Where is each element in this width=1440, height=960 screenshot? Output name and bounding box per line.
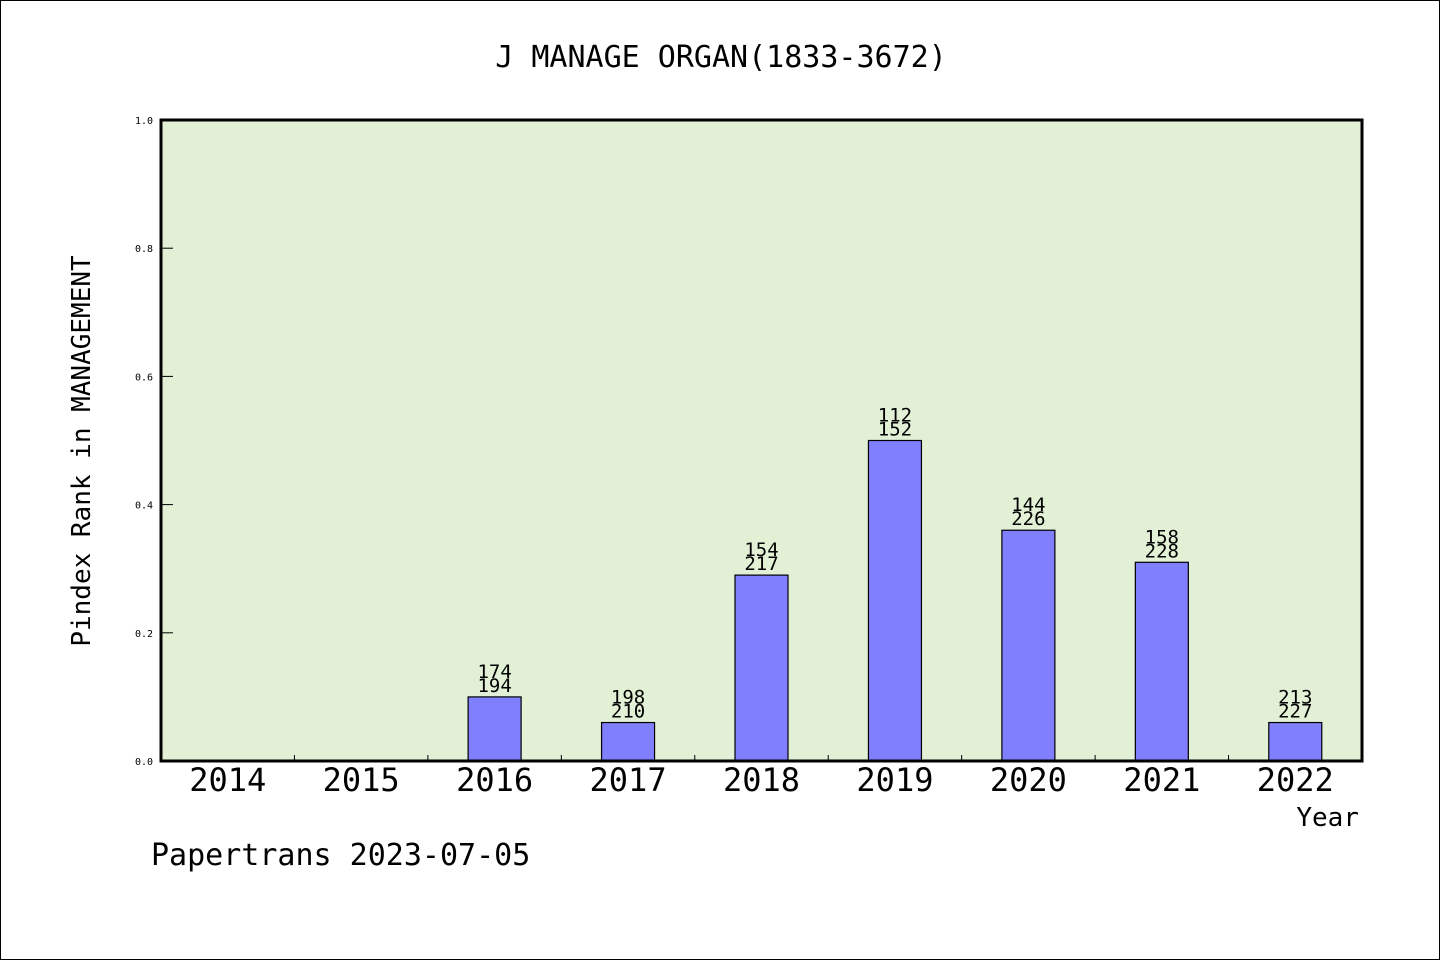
bar-label-top-2017: 198 [611, 687, 645, 709]
bar-2017 [600, 721, 656, 762]
bar-label-top-2019: 112 [878, 405, 912, 427]
y-tick-label: 0.0 [135, 757, 153, 768]
bar-label-top-2021: 158 [1145, 526, 1179, 548]
x-tick-label-2021: 2021 [1123, 761, 1200, 799]
x-axis-title: Year [1296, 803, 1359, 833]
chart-title: J MANAGE ORGAN(1833-3672) [495, 40, 947, 75]
x-tick-label-2017: 2017 [590, 761, 667, 799]
bar-label-bottom-2022: 227 [1278, 701, 1312, 723]
y-tick-label: 0.4 [135, 501, 153, 512]
x-tick-label-2014: 2014 [189, 761, 266, 799]
x-axis: 2014 2015 2016 2017 2018 2019 2020 2021 2022 [189, 755, 1334, 799]
y-axis-title: Pindex Rank in MANAGEMENT [67, 255, 97, 647]
bar-2018 [734, 574, 789, 762]
bar-label-bottom-2019: 152 [878, 419, 912, 441]
y-tick-label: 0.6 [135, 372, 153, 383]
bar-label-bottom-2017: 210 [611, 701, 645, 723]
x-tick-label-2019: 2019 [856, 761, 933, 799]
bar-2019 [867, 439, 923, 762]
bar-label-bottom-2018: 217 [744, 553, 778, 575]
y-tick-label: 0.8 [135, 244, 153, 255]
bar-label-top-2016: 174 [477, 661, 511, 683]
bars-layer [467, 439, 1323, 762]
footer-credit: Papertrans 2023-07-05 [151, 838, 530, 873]
bar-2020 [1001, 529, 1056, 762]
plot-frame [159, 118, 1364, 763]
x-tick-label-2018: 2018 [723, 761, 800, 799]
bar-label-bottom-2021: 228 [1145, 540, 1179, 562]
x-tick-label-2022: 2022 [1257, 761, 1334, 799]
y-tick-label: 0.2 [135, 629, 153, 640]
x-tick-label-2020: 2020 [990, 761, 1067, 799]
y-tick-label: 1.0 [135, 116, 153, 127]
bar-label-top-2018: 154 [744, 539, 778, 561]
bar-2021 [1134, 561, 1189, 762]
x-tick-label-2015: 2015 [323, 761, 400, 799]
bar-label-bottom-2020: 226 [1011, 508, 1045, 530]
bar-label-top-2020: 144 [1011, 494, 1045, 516]
bar-label-bottom-2016: 194 [477, 675, 511, 697]
bar-label-top-2022: 213 [1278, 687, 1312, 709]
bar-2022 [1268, 721, 1323, 762]
x-tick-label-2016: 2016 [456, 761, 533, 799]
bar-2016 [467, 696, 522, 762]
y-axis: 0.0 0.2 0.4 0.6 0.8 1.0 [135, 116, 173, 768]
